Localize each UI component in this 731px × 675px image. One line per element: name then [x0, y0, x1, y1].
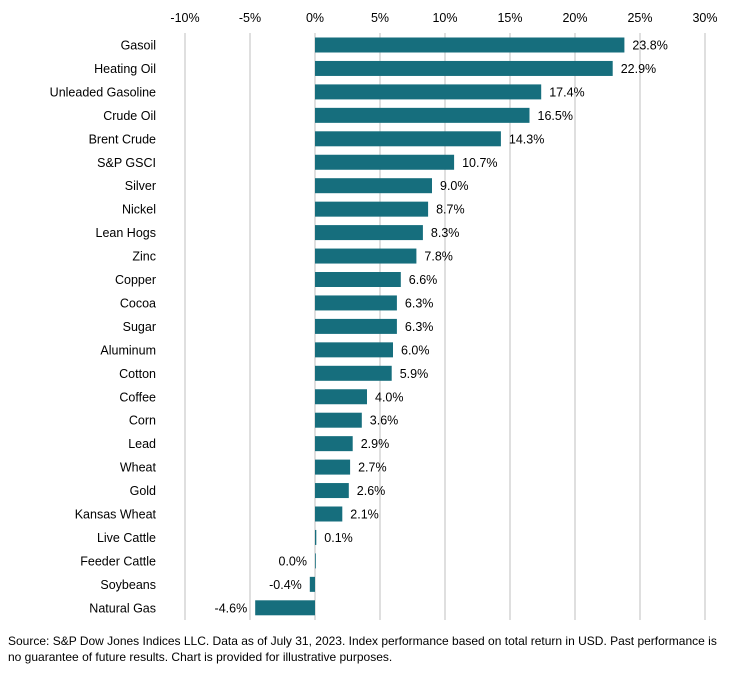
- category-label: Cocoa: [120, 296, 156, 310]
- value-label: 6.0%: [401, 343, 430, 357]
- bar: [315, 272, 401, 287]
- bar: [315, 37, 625, 53]
- x-axis-tick-labels: -10% -5% 0% 5% 10% 15% 20% 25% 30%: [170, 11, 717, 25]
- value-label: -0.4%: [269, 578, 302, 592]
- category-label: Cotton: [119, 367, 156, 381]
- source-note: Source: S&P Dow Jones Indices LLC. Data …: [8, 634, 717, 664]
- value-label: 8.3%: [431, 226, 460, 240]
- category-label: Brent Crude: [89, 132, 156, 146]
- bar: [315, 412, 362, 428]
- category-label: Nickel: [122, 203, 156, 217]
- x-tick-label: 30%: [692, 11, 717, 25]
- value-labels: 23.8% 22.9% 17.4% 16.5% 14.3% 10.7% 9.0% 8.7% 8.…: [215, 39, 668, 616]
- value-label: 4.0%: [375, 390, 404, 404]
- category-label: Zinc: [132, 250, 156, 264]
- category-labels: Gasoil Heating Oil Unleaded Gasoline Crude …: [50, 39, 157, 616]
- value-label: 10.7%: [462, 156, 497, 170]
- bar: [315, 107, 530, 123]
- x-tick-label: 0%: [306, 11, 324, 25]
- value-label: 2.6%: [357, 484, 386, 498]
- bar: [315, 459, 351, 475]
- bar: [315, 389, 367, 405]
- bar: [315, 506, 343, 522]
- x-tick-label: 25%: [627, 11, 652, 25]
- bars: [255, 37, 625, 616]
- value-label: 16.5%: [538, 109, 573, 123]
- value-label: 9.0%: [440, 179, 469, 193]
- bar: [315, 342, 393, 358]
- bar: [315, 178, 432, 194]
- value-label: 6.3%: [405, 296, 434, 310]
- value-label: 6.6%: [409, 273, 438, 287]
- bar: [315, 365, 392, 381]
- bar: [255, 600, 315, 616]
- value-label: 0.1%: [324, 531, 353, 545]
- x-tick-label: -10%: [170, 11, 199, 25]
- x-tick-label: -5%: [239, 11, 261, 25]
- value-label: 8.7%: [436, 203, 465, 217]
- value-label: 23.8%: [632, 39, 667, 53]
- bar: [315, 201, 429, 217]
- gridlines: [184, 33, 706, 620]
- category-label: S&P GSCI: [97, 156, 156, 170]
- category-label: Live Cattle: [97, 531, 156, 545]
- category-label: Unleaded Gasoline: [50, 85, 156, 99]
- value-label: 7.8%: [424, 250, 453, 264]
- category-label: Crude Oil: [103, 109, 156, 123]
- value-label: 6.3%: [405, 320, 434, 334]
- bar: [315, 483, 349, 499]
- bar: [315, 60, 613, 76]
- commodity-performance-bar-chart: -10% -5% 0% 5% 10% 15% 20% 25% 30% Gasoil Heating…: [50, 11, 718, 620]
- bar: [315, 131, 501, 147]
- bar: [315, 248, 417, 264]
- category-label: Aluminum: [100, 343, 156, 357]
- value-label: 2.1%: [350, 508, 379, 522]
- bar: [315, 436, 353, 452]
- category-label: Lead: [128, 437, 156, 451]
- value-label: 3.6%: [370, 414, 399, 428]
- value-label: 2.9%: [361, 437, 390, 451]
- value-label: 17.4%: [549, 85, 584, 99]
- category-label: Kansas Wheat: [75, 508, 157, 522]
- bar: [315, 84, 542, 100]
- x-tick-label: 20%: [562, 11, 587, 25]
- category-label: Gold: [130, 484, 156, 498]
- bar: [315, 553, 316, 569]
- value-label: 0.0%: [279, 554, 308, 568]
- category-label: Natural Gas: [89, 601, 156, 615]
- value-label: -4.6%: [215, 601, 248, 615]
- category-label: Wheat: [120, 461, 157, 475]
- x-tick-label: 5%: [371, 11, 389, 25]
- value-label: 22.9%: [621, 62, 656, 76]
- category-label: Sugar: [123, 320, 156, 334]
- value-label: 5.9%: [400, 367, 429, 381]
- bar: [315, 225, 423, 241]
- category-label: Soybeans: [100, 578, 156, 592]
- category-label: Feeder Cattle: [80, 554, 156, 568]
- category-label: Silver: [125, 179, 156, 193]
- x-tick-label: 10%: [432, 11, 457, 25]
- category-label: Copper: [115, 273, 156, 287]
- category-label: Lean Hogs: [96, 226, 156, 240]
- bar: [315, 318, 397, 334]
- value-label: 14.3%: [509, 132, 544, 146]
- category-label: Coffee: [119, 390, 156, 404]
- category-label: Gasoil: [121, 39, 156, 53]
- bar: [315, 154, 455, 170]
- category-label: Corn: [129, 414, 156, 428]
- value-label: 2.7%: [358, 461, 387, 475]
- bar: [309, 576, 315, 592]
- bar: [315, 295, 397, 311]
- bar: [315, 529, 317, 545]
- category-label: Heating Oil: [94, 62, 156, 76]
- x-tick-label: 15%: [497, 11, 522, 25]
